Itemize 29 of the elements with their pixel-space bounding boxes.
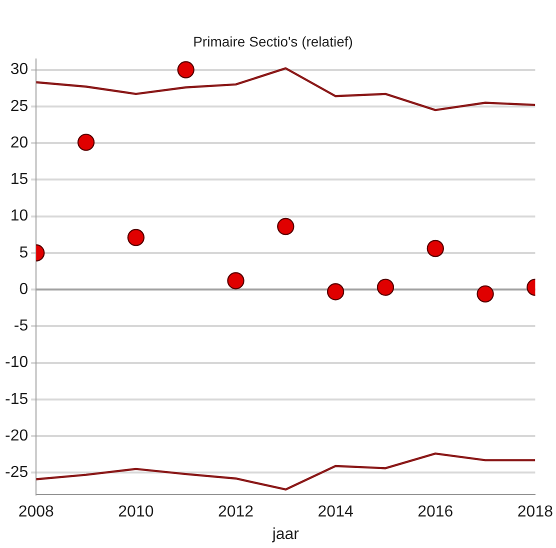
x-tick-label: 2018 — [517, 504, 554, 521]
y-tick-label: -15 — [5, 390, 28, 408]
y-tick-label: 25 — [10, 98, 28, 115]
point — [77, 134, 95, 151]
y-tick-label: -10 — [5, 354, 28, 372]
point — [426, 240, 444, 258]
y-tick-label: -20 — [5, 427, 28, 444]
x-axis-title: jaar — [271, 526, 300, 543]
x-tick-label: 2016 — [418, 504, 454, 521]
y-tick-label: 20 — [10, 134, 28, 152]
point — [326, 283, 344, 300]
y-tick-label: 10 — [10, 208, 28, 225]
x-tick-label: 2010 — [118, 504, 154, 521]
point — [227, 272, 244, 290]
y-tick-label: 15 — [10, 171, 28, 188]
x-tick-label: 2014 — [318, 504, 354, 521]
y-tick-label: 30 — [10, 61, 28, 78]
x-tick-label: 2008 — [18, 504, 54, 521]
x-tick-label: 2012 — [218, 504, 254, 521]
point — [277, 218, 294, 236]
y-tick-label: 0 — [19, 280, 28, 298]
y-tick-label: -5 — [14, 318, 28, 335]
point — [177, 61, 194, 78]
point — [476, 285, 494, 303]
chart-title: Primaire Sectio's (relatief) — [193, 33, 353, 50]
y-tick-label: 5 — [19, 244, 28, 262]
point — [127, 228, 145, 246]
point — [376, 278, 394, 296]
y-tick-label: -25 — [5, 464, 28, 482]
